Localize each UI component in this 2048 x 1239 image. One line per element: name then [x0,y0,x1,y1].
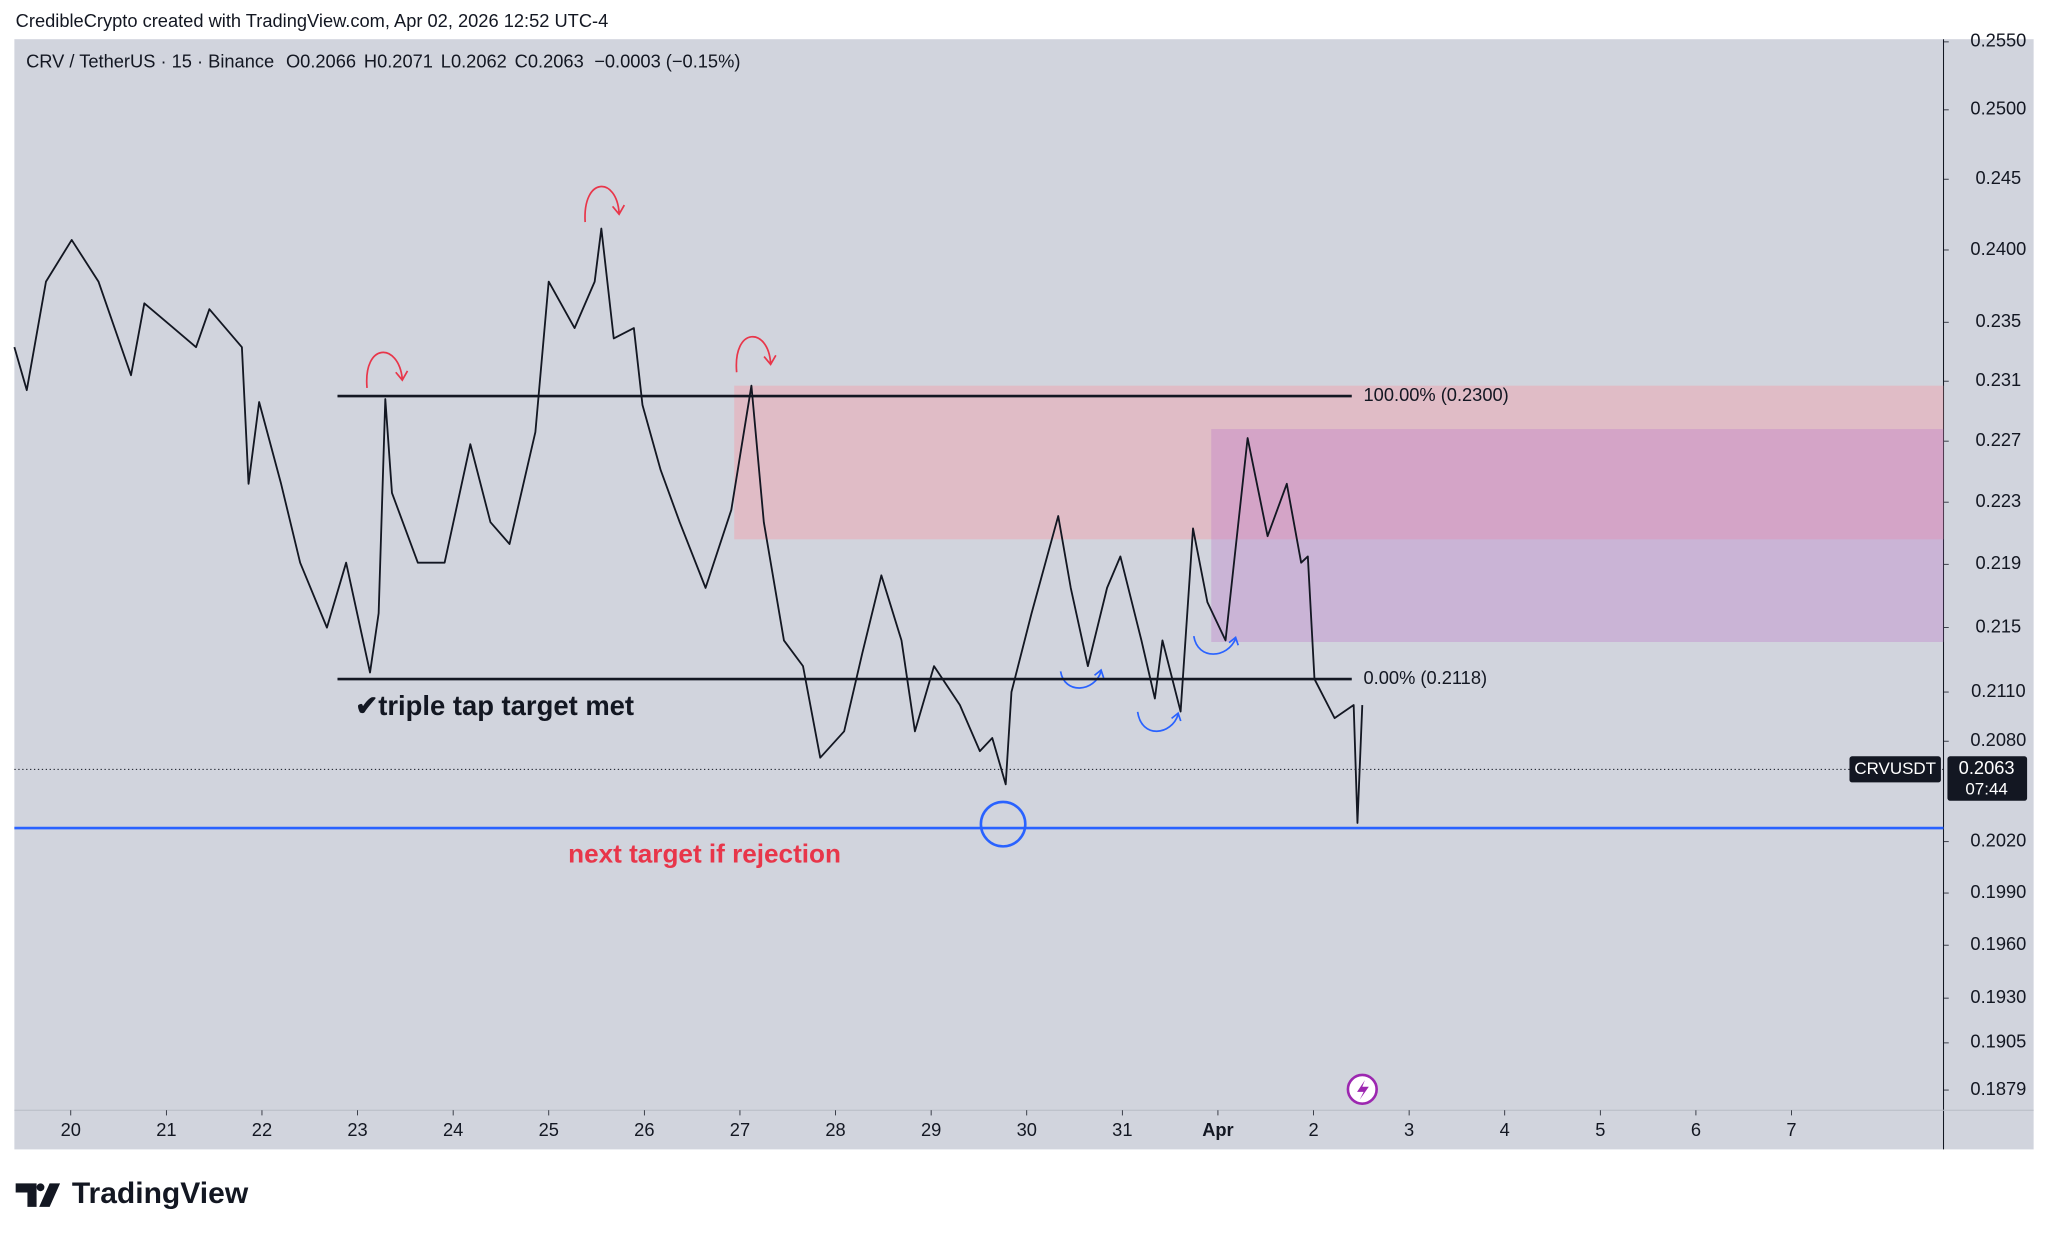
x-tick-label: 27 [730,1119,750,1140]
zone [734,385,1944,540]
y-tick-label: 0.2400 [1970,238,2026,259]
y-tick-label: 0.1905 [1970,1031,2026,1052]
x-tick-label: 29 [921,1119,941,1140]
y-tick-label: 0.1990 [1970,881,2026,902]
legend-item: 0.2062 [451,51,507,72]
y-tick-label: 0.2500 [1970,98,2026,119]
x-tick-label: 6 [1691,1119,1701,1140]
legend: CRV / TetherUS · 15 · Binance O0.2066 H0.2… [26,51,740,72]
y-tick-label: 0.215 [1976,615,2022,636]
y-tick-label: 0.231 [1976,369,2022,390]
x-tick-label: 22 [252,1119,272,1140]
x-tick-label: 4 [1500,1119,1510,1140]
y-tick-label: 0.2080 [1970,729,2026,750]
x-tick-label: 2 [1308,1119,1318,1140]
brand: TradingView [72,1177,249,1210]
event-icon [1357,1080,1369,1100]
legend-item: H [364,51,377,72]
x-tick-label: 3 [1404,1119,1414,1140]
y-tick-label: 0.1879 [1970,1078,2026,1099]
x-tick-label: 31 [1112,1119,1132,1140]
x-tick-label: 25 [539,1119,559,1140]
header: CredibleCrypto created with TradingView.… [16,10,609,31]
legend-item: CRV / TetherUS · 15 · Binance [26,51,274,72]
legend-item: 0.2063 [528,51,584,72]
y-tick-label: 0.227 [1976,429,2022,450]
tag-price-bg [1947,756,2028,801]
legend-item: L [441,51,451,72]
y-tick-label: 0.223 [1976,490,2022,511]
y-tick-label: 0.219 [1976,552,2022,573]
y-tick-label: 0.245 [1976,167,2022,188]
x-tick-label: 26 [634,1119,654,1140]
x-tick-label: 21 [156,1119,176,1140]
price-line [13,227,1364,824]
tag-countdown: 07:44 [1965,780,2007,799]
legend-item: 0.2066 [300,51,356,72]
level-label: 0.00% (0.2118) [1364,667,1488,688]
x-tick-label: 7 [1786,1119,1796,1140]
legend-item: O [286,51,300,72]
x-tick-label: 24 [443,1119,463,1140]
blue-arrows [1059,635,1240,732]
x-tick-label: 23 [347,1119,367,1140]
chart-background [14,39,2034,1150]
legend-item: −0.0003 (−0.15%) [594,51,740,72]
y-tick-label: 0.2550 [1970,30,2026,51]
brand-logo [36,1183,45,1192]
x-tick-label: 20 [61,1119,81,1140]
y-tick-label: 0.2020 [1970,830,2026,851]
x-tick-label: Apr [1202,1119,1233,1140]
annotation: ✔triple tap target met [355,690,634,721]
x-tick-label: 28 [825,1119,845,1140]
tag-name: CRVUSDT [1854,759,1936,778]
y-tick-label: 0.1930 [1970,986,2026,1007]
annotation: next target if rejection [568,838,841,868]
x-tick-label: 5 [1595,1119,1605,1140]
tag-name-bg [1849,756,1941,783]
level-label: 100.00% (0.2300) [1364,384,1509,405]
brand-logo [15,1183,61,1207]
y-tick-label: 0.1960 [1970,933,2026,954]
x-tick-label: 30 [1017,1119,1037,1140]
y-tick-label: 0.235 [1976,310,2022,331]
target-circle [979,800,1027,848]
legend-item: C [515,51,528,72]
y-tick-label: 0.2110 [1971,680,2026,701]
legend-item: 0.2071 [377,51,433,72]
red-arrows [366,185,777,388]
zones [734,385,1944,642]
tag-price: 0.2063 [1959,757,2015,778]
zone [1211,429,1944,642]
